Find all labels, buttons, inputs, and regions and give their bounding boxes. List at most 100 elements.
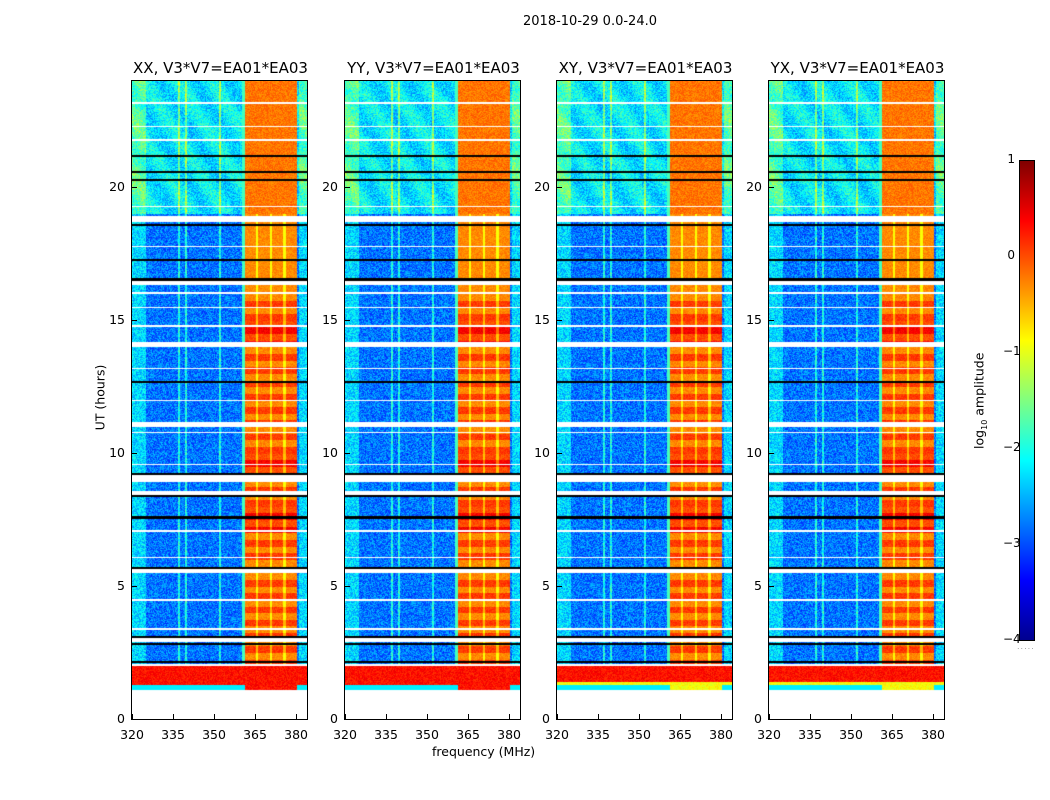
y-tick-mark xyxy=(557,719,562,720)
colorbar-extension-marker: ..... xyxy=(1017,642,1035,651)
y-tick-mark xyxy=(345,320,350,322)
x-tick-label: 380 xyxy=(497,727,521,742)
y-tick-mark xyxy=(132,320,137,322)
x-tick-label: 380 xyxy=(284,727,308,742)
x-tick-mark xyxy=(769,714,770,719)
panel-title: YX, V3*V7=EA01*EA03 xyxy=(770,59,945,77)
x-tick-label: 320 xyxy=(333,727,357,742)
colorbar-tick-label: 0 xyxy=(1007,248,1015,262)
x-tick-label: 320 xyxy=(545,727,569,742)
x-tick-label: 320 xyxy=(120,727,144,742)
y-axis-label: UT (hours) xyxy=(92,364,108,431)
x-tick-label: 380 xyxy=(921,727,945,742)
x-tick-mark xyxy=(509,714,511,719)
y-tick-label: 15 xyxy=(746,312,762,328)
colorbar-label: log10 amplitude xyxy=(971,341,989,461)
y-tick-label: 20 xyxy=(109,179,125,195)
y-tick-label: 15 xyxy=(109,312,125,328)
y-tick-label: 10 xyxy=(109,445,125,461)
x-tick-mark xyxy=(851,714,853,719)
y-tick-mark xyxy=(557,453,562,455)
y-tick-mark xyxy=(769,719,774,720)
y-tick-mark xyxy=(769,187,774,189)
y-tick-mark xyxy=(132,187,137,189)
y-tick-label: 10 xyxy=(322,445,338,461)
colorbar-tick-label: −2 xyxy=(1003,440,1021,454)
x-tick-label: 335 xyxy=(161,727,185,742)
y-tick-mark xyxy=(557,320,562,322)
y-tick-label: 10 xyxy=(534,445,550,461)
panel-title: YY, V3*V7=EA01*EA03 xyxy=(347,59,520,77)
y-tick-mark xyxy=(769,320,774,322)
x-tick-label: 350 xyxy=(839,727,863,742)
y-tick-mark xyxy=(345,453,350,455)
x-tick-label: 365 xyxy=(880,727,904,742)
x-tick-mark xyxy=(345,714,346,719)
y-tick-mark xyxy=(345,719,350,720)
colorbar-tick-label: −1 xyxy=(1003,344,1021,358)
colorbar-tick-label: 1 xyxy=(1007,152,1015,166)
y-tick-mark xyxy=(557,586,562,588)
waterfall-panel-4: YX, V3*V7=EA01*EA03 320 335 350 365 380 0 5 10 15… xyxy=(746,59,945,742)
x-tick-mark xyxy=(255,714,257,719)
x-tick-mark xyxy=(639,714,641,719)
colorbar-label-sub: 10 xyxy=(979,419,989,430)
x-tick-mark xyxy=(214,714,216,719)
x-axis-label: frequency (MHz) xyxy=(432,744,536,759)
x-tick-label: 320 xyxy=(757,727,781,742)
heatmap-image xyxy=(132,81,307,719)
x-tick-mark xyxy=(933,714,935,719)
x-tick-mark xyxy=(810,714,812,719)
colorbar xyxy=(1019,160,1035,641)
y-tick-label: 0 xyxy=(542,711,550,726)
y-tick-label: 0 xyxy=(754,711,762,726)
x-tick-mark xyxy=(386,714,388,719)
x-tick-mark xyxy=(680,714,682,719)
x-tick-label: 350 xyxy=(627,727,651,742)
heatmap-image xyxy=(345,81,520,719)
x-tick-mark xyxy=(132,714,133,719)
x-tick-mark xyxy=(296,714,298,719)
waterfall-panel-2: YY, V3*V7=EA01*EA03 320 335 350 365 380 0 5 10 15… xyxy=(322,59,521,742)
x-tick-mark xyxy=(598,714,600,719)
x-tick-label: 365 xyxy=(668,727,692,742)
x-tick-label: 350 xyxy=(415,727,439,742)
x-tick-label: 335 xyxy=(374,727,398,742)
colorbar-label-main: log xyxy=(971,429,987,449)
y-tick-mark xyxy=(132,586,137,588)
y-tick-mark xyxy=(132,719,137,720)
x-tick-mark xyxy=(468,714,470,719)
y-tick-label: 15 xyxy=(322,312,338,328)
y-tick-label: 5 xyxy=(754,578,762,594)
x-tick-mark xyxy=(721,714,723,719)
y-tick-mark xyxy=(769,586,774,588)
x-tick-label: 350 xyxy=(202,727,226,742)
colorbar-label-rest: amplitude xyxy=(971,352,987,420)
y-tick-label: 0 xyxy=(330,711,338,726)
colorbar-tick-label: −4 xyxy=(1003,632,1021,646)
y-tick-label: 5 xyxy=(117,578,125,594)
x-tick-label: 335 xyxy=(586,727,610,742)
y-tick-label: 5 xyxy=(330,578,338,594)
heatmap-image xyxy=(557,81,732,719)
x-tick-label: 365 xyxy=(456,727,480,742)
y-tick-mark xyxy=(769,453,774,455)
x-tick-label: 380 xyxy=(709,727,733,742)
x-tick-label: 335 xyxy=(798,727,822,742)
y-tick-label: 20 xyxy=(534,179,550,195)
waterfall-panel-3: XY, V3*V7=EA01*EA03 320 335 350 365 380 0 5 10 15… xyxy=(534,59,733,742)
y-tick-mark xyxy=(345,586,350,588)
heatmap-image xyxy=(769,81,944,719)
y-tick-mark xyxy=(345,187,350,189)
waterfall-panel-1: XX, V3*V7=EA01*EA03 320 335 350 365 380 0 5 10 15… xyxy=(109,59,308,742)
panel-title: XY, V3*V7=EA01*EA03 xyxy=(558,59,733,77)
y-tick-label: 20 xyxy=(322,179,338,195)
y-tick-label: 0 xyxy=(117,711,125,726)
y-tick-label: 15 xyxy=(534,312,550,328)
y-tick-label: 20 xyxy=(746,179,762,195)
x-tick-label: 365 xyxy=(243,727,267,742)
x-tick-mark xyxy=(173,714,175,719)
y-tick-mark xyxy=(557,187,562,189)
colorbar-tick-label: −3 xyxy=(1003,536,1021,550)
